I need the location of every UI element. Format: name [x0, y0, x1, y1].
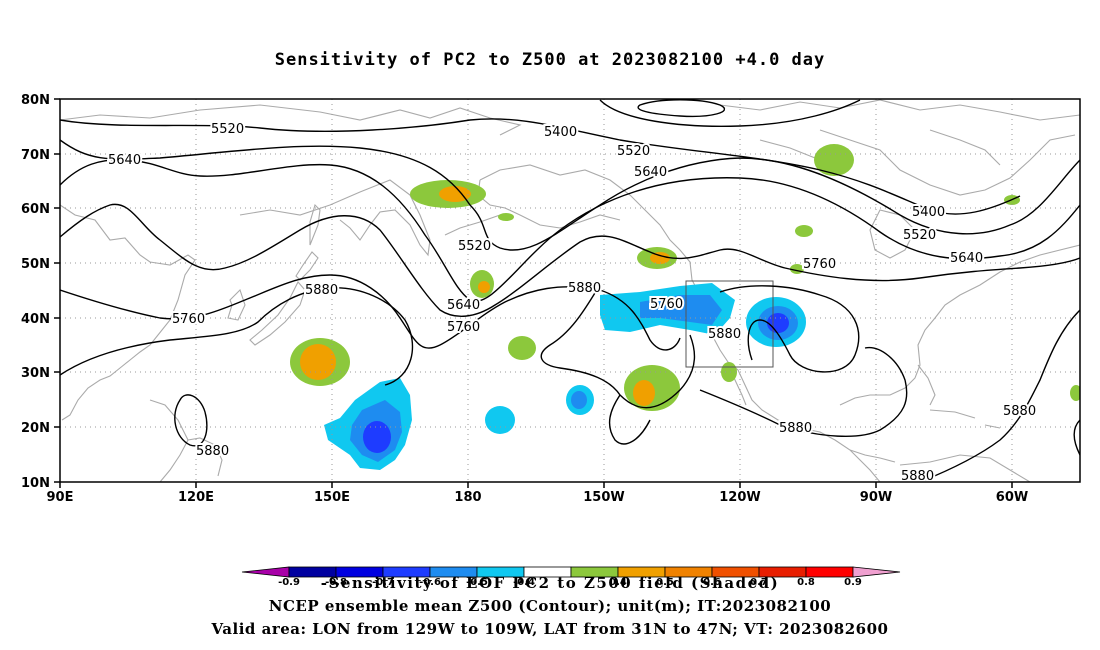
contour-labels: 5520 5400 5520 5640 5640 5400 5520 5640 …: [106, 120, 1038, 486]
shade-positive: [795, 225, 813, 237]
x-tick-label: 180: [454, 490, 481, 505]
contour-label: 5640: [447, 298, 480, 313]
contour-label: 5520: [903, 228, 936, 243]
colorbar-tick-label: -0.5: [466, 577, 488, 588]
contour-label: 5640: [108, 153, 141, 168]
contour-label: 5880: [568, 281, 601, 296]
valid-area-box: [685, 280, 774, 368]
colorbar-tick-label: 0.6: [703, 577, 721, 588]
colorbar-tick-label: 0.5: [656, 577, 674, 588]
contour-label: 5640: [950, 251, 983, 266]
contour-label: 5760: [803, 257, 836, 272]
x-tick-label: 90E: [47, 490, 74, 505]
x-tick-label: 120E: [178, 490, 214, 505]
contour-label: 5520: [211, 122, 244, 137]
colorbar-tick-label: -0.4: [513, 577, 535, 588]
contour-label: 5760: [447, 320, 480, 335]
tick-marks: [54, 98, 1013, 488]
shade-positive: [1070, 385, 1080, 401]
y-tick-label: 30N: [21, 366, 50, 381]
contour-label: 5760: [172, 312, 205, 327]
colorbar-labels: -0.9 -0.8 -0.7 -0.6 -0.5 -0.4 0.4 0.5 0.6 0.7 0.8 0…: [278, 577, 862, 588]
x-tick-label: 150W: [583, 490, 624, 505]
colorbar-tick-label: -0.9: [278, 577, 300, 588]
plot-frame: [59, 98, 1081, 483]
contour-label: 5640: [634, 165, 667, 180]
shade-negative: [571, 391, 587, 409]
x-tick-label: 120W: [719, 490, 760, 505]
colorbar-tick-label: -0.7: [372, 577, 394, 588]
contour-label: 5880: [1003, 404, 1036, 419]
contour-label: 5880: [305, 283, 338, 298]
shade-positive: [650, 252, 670, 264]
contour-label: 5520: [617, 144, 650, 159]
caption-line-3: Valid area: LON from 129W to 109W, LAT f…: [211, 620, 889, 638]
shade-positive: [478, 281, 490, 293]
contour-label: 5880: [708, 327, 741, 342]
y-tick-label: 40N: [21, 312, 50, 327]
y-tick-label: 60N: [21, 202, 50, 217]
shade-negative: [363, 421, 391, 453]
x-axis-labels: 90E 120E 150E 180 150W 120W 90W 60W: [47, 490, 1029, 505]
colorbar-tick-label: -0.8: [325, 577, 347, 588]
colorbar-tick-label: 0.4: [609, 577, 627, 588]
shade-negative: [485, 406, 515, 434]
x-tick-label: 150E: [314, 490, 350, 505]
y-axis-labels: 10N 20N 30N 40N 50N 60N 70N 80N: [21, 93, 50, 491]
contour-label: 5760: [650, 297, 683, 312]
y-tick-label: 70N: [21, 148, 50, 163]
x-tick-label: 60W: [996, 490, 1028, 505]
caption-line-2: NCEP ensemble mean Z500 (Contour); unit(…: [268, 597, 832, 615]
caption-line-1: -Sensitivity of EOF PC2 to Z500 field (S…: [320, 574, 780, 592]
colorbar-tick-label: 0.7: [750, 577, 768, 588]
shade-positive: [508, 336, 536, 360]
z500-contours: [60, 99, 1080, 482]
shaded-sensitivity: [290, 144, 1080, 470]
y-tick-label: 20N: [21, 421, 50, 436]
colorbar-tick-label: 0.8: [797, 577, 815, 588]
contour-label: 5880: [196, 444, 229, 459]
contour-label: 5400: [544, 125, 577, 140]
colorbar-tick-label: -0.6: [419, 577, 441, 588]
y-tick-label: 10N: [21, 476, 50, 491]
contour-label: 5880: [779, 421, 812, 436]
colorbar-tick-label: 0.9: [844, 577, 862, 588]
x-tick-label: 90W: [860, 490, 892, 505]
shade-positive: [439, 186, 471, 202]
shade-positive: [633, 380, 655, 406]
contour-label: 5520: [458, 239, 491, 254]
gridlines: [60, 99, 1080, 482]
shade-positive: [300, 344, 336, 380]
contour-label: 5400: [912, 205, 945, 220]
shade-positive: [814, 144, 854, 176]
shade-positive: [498, 213, 514, 221]
y-tick-label: 50N: [21, 257, 50, 272]
chart-title: Sensitivity of PC2 to Z500 at 2023082100…: [274, 50, 826, 70]
y-tick-label: 80N: [21, 93, 50, 108]
colorbar-swatch: [852, 566, 901, 578]
colorbar-swatches: [241, 566, 901, 578]
